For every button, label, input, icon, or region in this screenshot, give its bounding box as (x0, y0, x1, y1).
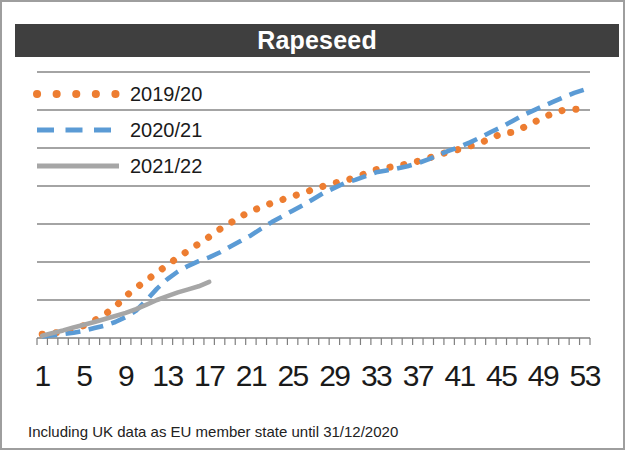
legend-swatch-dashed-line-icon (32, 123, 124, 137)
legend-label: 2019/20 (130, 84, 202, 104)
svg-text:13: 13 (152, 359, 183, 392)
legend-label: 2020/21 (130, 120, 202, 140)
svg-text:53: 53 (570, 359, 601, 392)
svg-text:25: 25 (277, 359, 308, 392)
svg-text:17: 17 (194, 359, 225, 392)
frame: Rapeseed 1591317212529333741454953 2019/… (0, 0, 625, 450)
legend-item-2021-22: 2021/22 (32, 148, 202, 184)
legend-label: 2021/22 (130, 156, 202, 176)
svg-text:37: 37 (403, 359, 434, 392)
svg-text:29: 29 (319, 359, 350, 392)
svg-text:1: 1 (35, 359, 51, 392)
svg-text:33: 33 (361, 359, 392, 392)
svg-text:21: 21 (236, 359, 267, 392)
chart-plot: 159 13 17 21 25 29 33 37 41 45 49 53 (2, 2, 625, 450)
svg-text:41: 41 (444, 359, 475, 392)
svg-text:5: 5 (76, 359, 92, 392)
svg-text:49: 49 (528, 359, 559, 392)
legend-item-2020-21: 2020/21 (32, 112, 202, 148)
legend: 2019/20 2020/21 2021/22 (32, 76, 202, 184)
legend-item-2019-20: 2019/20 (32, 76, 202, 112)
legend-swatch-solid-line-icon (32, 159, 124, 173)
svg-text:9: 9 (118, 359, 134, 392)
legend-swatch-dotted-line-icon (32, 87, 124, 101)
footnote: Including UK data as EU member state unt… (28, 423, 398, 440)
svg-text:45: 45 (486, 359, 517, 392)
